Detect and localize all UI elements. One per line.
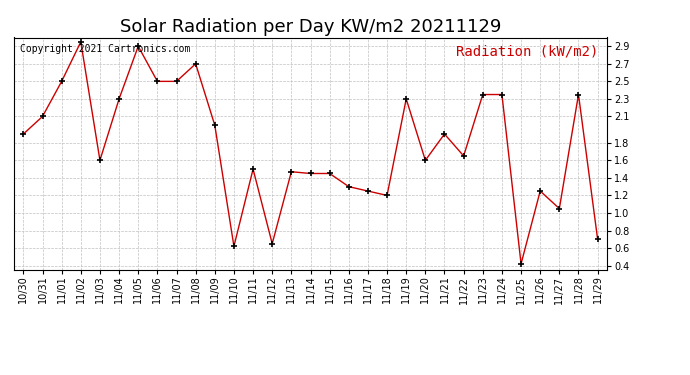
Text: Radiation (kW/m2): Radiation (kW/m2) bbox=[456, 45, 598, 58]
Title: Solar Radiation per Day KW/m2 20211129: Solar Radiation per Day KW/m2 20211129 bbox=[120, 18, 501, 36]
Text: Copyright 2021 Cartronics.com: Copyright 2021 Cartronics.com bbox=[20, 45, 190, 54]
